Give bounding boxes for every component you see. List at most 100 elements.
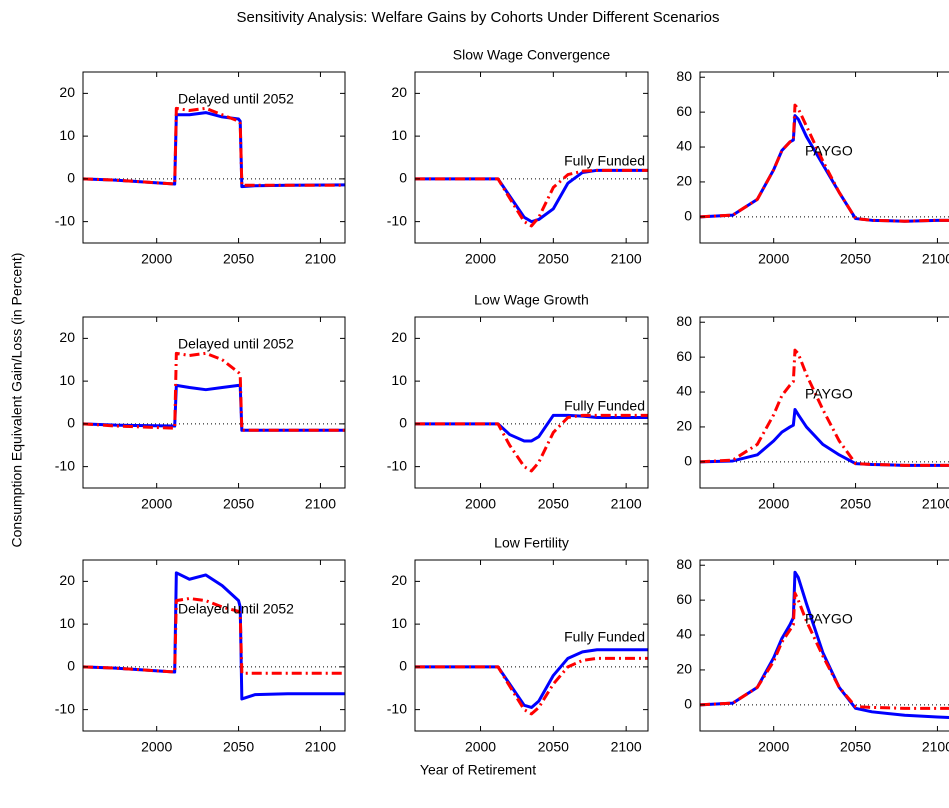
y-tick-label: 20 — [59, 329, 75, 345]
axes-box — [699, 71, 949, 244]
y-tick-label: 20 — [676, 661, 692, 677]
y-tick-label: 0 — [684, 696, 692, 712]
axes-box — [82, 559, 346, 732]
y-tick-label: 0 — [399, 415, 407, 431]
y-tick-label: 10 — [59, 615, 75, 631]
y-tick-label: 0 — [67, 658, 75, 674]
x-tick-label: 2000 — [141, 739, 172, 755]
x-tick-label: 2100 — [305, 496, 336, 512]
x-tick-label: 2050 — [840, 496, 871, 512]
series-line — [415, 656, 648, 716]
y-tick-label: 10 — [59, 372, 75, 388]
y-tick-label: 60 — [676, 348, 692, 364]
x-tick-label: 2050 — [538, 251, 569, 267]
y-tick-label: 10 — [391, 372, 407, 388]
series-line — [83, 351, 345, 432]
x-tick-label: 2000 — [141, 496, 172, 512]
axes-box — [414, 316, 649, 489]
x-tick-label: 2050 — [223, 496, 254, 512]
y-tick-label: -10 — [387, 457, 407, 473]
y-tick-label: 10 — [391, 615, 407, 631]
axes-box — [82, 71, 346, 244]
subplot-title: Low Fertility — [494, 535, 569, 551]
x-tick-label: 2100 — [305, 251, 336, 267]
x-tick-label: 2000 — [465, 496, 496, 512]
series-line — [83, 106, 345, 187]
series-line — [83, 111, 345, 189]
series-line — [415, 168, 648, 228]
series-line — [700, 348, 949, 467]
x-tick-label: 2000 — [465, 251, 496, 267]
y-tick-label: 0 — [399, 170, 407, 186]
x-tick-label: 2050 — [840, 251, 871, 267]
x-axis-label: Year of Retirement — [420, 762, 536, 778]
x-tick-label: 2100 — [611, 496, 642, 512]
y-tick-label: 40 — [676, 383, 692, 399]
x-tick-label: 2050 — [840, 739, 871, 755]
y-tick-label: 60 — [676, 591, 692, 607]
series-line — [83, 571, 345, 701]
axes-box — [699, 559, 949, 732]
y-tick-label: 20 — [59, 84, 75, 100]
x-tick-label: 2100 — [922, 251, 949, 267]
y-tick-label: -10 — [55, 457, 75, 473]
y-tick-label: 80 — [676, 68, 692, 84]
annotation: PAYGO — [805, 611, 853, 627]
annotation: Delayed until 2052 — [178, 91, 294, 107]
x-tick-label: 2100 — [305, 739, 336, 755]
y-tick-label: 20 — [391, 84, 407, 100]
y-tick-label: 0 — [67, 415, 75, 431]
annotation: Delayed until 2052 — [178, 336, 294, 352]
y-tick-label: 0 — [67, 170, 75, 186]
x-tick-label: 2100 — [611, 739, 642, 755]
axes-box — [414, 71, 649, 244]
x-tick-label: 2000 — [758, 496, 789, 512]
x-tick-label: 2000 — [758, 739, 789, 755]
x-tick-label: 2000 — [141, 251, 172, 267]
y-tick-label: 10 — [59, 127, 75, 143]
annotation: Fully Funded — [564, 398, 645, 414]
axes-box — [82, 316, 346, 489]
x-tick-label: 2050 — [223, 739, 254, 755]
y-tick-label: 20 — [676, 418, 692, 434]
series-line — [83, 596, 345, 675]
y-tick-label: 0 — [684, 453, 692, 469]
y-tick-label: 40 — [676, 138, 692, 154]
x-tick-label: 2000 — [465, 739, 496, 755]
x-tick-label: 2050 — [223, 251, 254, 267]
subplot-title: Low Wage Growth — [474, 292, 589, 308]
x-tick-label: 2050 — [538, 496, 569, 512]
y-tick-label: 80 — [676, 556, 692, 572]
y-tick-label: 0 — [684, 208, 692, 224]
annotation: PAYGO — [805, 386, 853, 402]
y-tick-label: 10 — [391, 127, 407, 143]
axes-box — [414, 559, 649, 732]
x-tick-label: 2100 — [611, 251, 642, 267]
x-tick-label: 2100 — [922, 739, 949, 755]
x-tick-label: 2050 — [538, 739, 569, 755]
y-tick-label: 20 — [391, 572, 407, 588]
y-tick-label: -10 — [55, 700, 75, 716]
annotation: PAYGO — [805, 143, 853, 159]
x-tick-label: 2100 — [922, 496, 949, 512]
series-line — [700, 103, 949, 223]
y-tick-label: 0 — [399, 658, 407, 674]
y-tick-label: -10 — [55, 212, 75, 228]
y-tick-label: 40 — [676, 626, 692, 642]
y-tick-label: 20 — [391, 329, 407, 345]
annotation: Delayed until 2052 — [178, 601, 294, 617]
figure-title: Sensitivity Analysis: Welfare Gains by C… — [237, 9, 720, 26]
y-tick-label: 20 — [676, 173, 692, 189]
axes-box — [699, 316, 949, 489]
annotation: Fully Funded — [564, 629, 645, 645]
x-tick-label: 2000 — [758, 251, 789, 267]
y-tick-label: -10 — [387, 700, 407, 716]
y-tick-label: 80 — [676, 313, 692, 329]
series-line — [700, 591, 949, 710]
y-tick-label: 20 — [59, 572, 75, 588]
series-line — [415, 413, 648, 473]
y-tick-label: 60 — [676, 103, 692, 119]
subplot-title: Slow Wage Convergence — [453, 47, 611, 63]
